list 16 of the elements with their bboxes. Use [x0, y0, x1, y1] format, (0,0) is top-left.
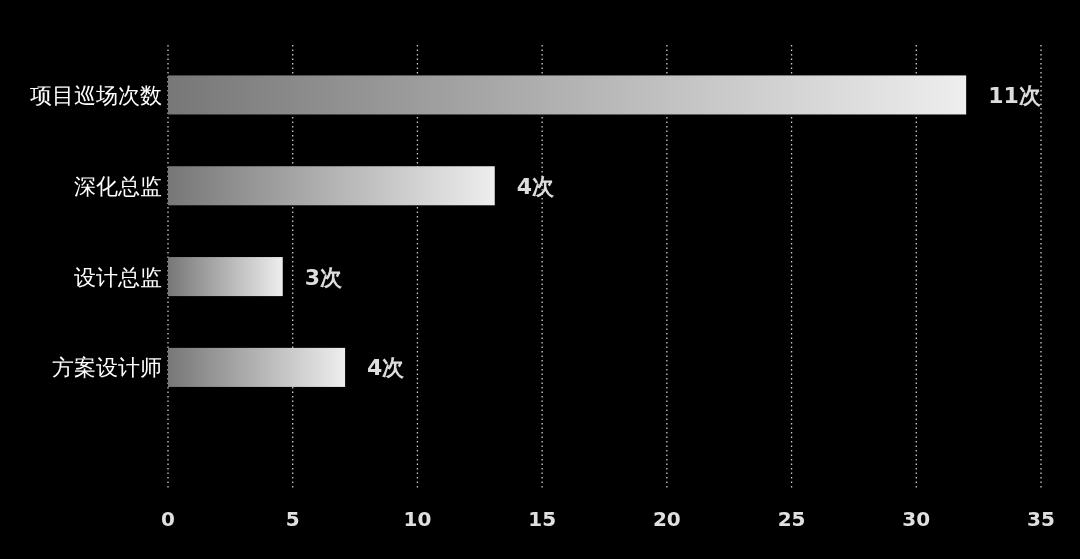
- x-tick-label: 35: [1027, 507, 1055, 531]
- annotation: 4次: [367, 355, 406, 381]
- x-tick-label: 15: [528, 507, 557, 531]
- x-tick-label: 5: [285, 507, 300, 531]
- x-tick-label: 30: [902, 507, 931, 531]
- annotation: 11次: [988, 82, 1042, 108]
- x-tick-label: 0: [161, 507, 175, 531]
- annotation: 4次: [516, 173, 556, 199]
- y-tick-label: 方案设计师: [52, 355, 162, 381]
- x-tick-label: 20: [652, 507, 681, 531]
- y-tick-label: 项目巡场次数: [30, 82, 162, 108]
- y-tick-label: 设计总监: [74, 264, 162, 290]
- y-tick-label: 深化总监: [74, 173, 162, 199]
- x-tick-label: 25: [777, 507, 806, 531]
- x-tick-label: 10: [403, 507, 432, 531]
- annotation: 3次: [304, 264, 344, 290]
